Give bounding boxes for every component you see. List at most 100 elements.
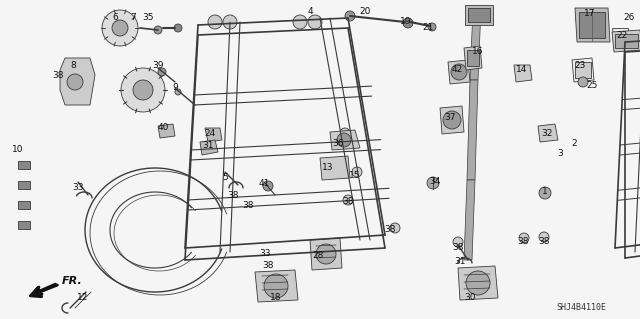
Text: 35: 35 — [142, 13, 154, 23]
Text: 42: 42 — [451, 65, 463, 75]
Text: 18: 18 — [270, 293, 282, 302]
Circle shape — [343, 195, 353, 205]
Polygon shape — [514, 65, 532, 82]
Text: 14: 14 — [516, 65, 528, 75]
Text: 37: 37 — [444, 114, 456, 122]
Text: SHJ4B4110E: SHJ4B4110E — [556, 302, 606, 311]
Circle shape — [175, 89, 181, 95]
Text: 22: 22 — [616, 31, 628, 40]
Polygon shape — [205, 128, 222, 142]
Text: 38: 38 — [52, 70, 64, 79]
Polygon shape — [18, 221, 30, 229]
Polygon shape — [464, 46, 482, 70]
Circle shape — [451, 64, 467, 80]
Polygon shape — [310, 238, 342, 270]
Bar — [579, 12, 605, 38]
Circle shape — [403, 18, 413, 28]
Text: 12: 12 — [77, 293, 89, 301]
Circle shape — [340, 128, 350, 138]
Text: 38: 38 — [227, 191, 239, 201]
Circle shape — [133, 80, 153, 100]
Circle shape — [112, 20, 128, 36]
Text: 34: 34 — [429, 177, 441, 187]
Text: 5: 5 — [222, 174, 228, 182]
Bar — [615, 34, 638, 48]
Polygon shape — [200, 140, 218, 155]
Text: 1: 1 — [542, 188, 548, 197]
Circle shape — [223, 15, 237, 29]
Polygon shape — [470, 8, 481, 80]
Text: 39: 39 — [152, 61, 164, 70]
Circle shape — [453, 237, 463, 247]
Circle shape — [352, 167, 362, 177]
Polygon shape — [18, 181, 30, 189]
Text: 33: 33 — [72, 183, 84, 192]
Circle shape — [102, 10, 138, 46]
Text: 4: 4 — [307, 8, 313, 17]
Text: 38: 38 — [342, 197, 354, 206]
Polygon shape — [320, 156, 350, 180]
Text: 33: 33 — [259, 249, 271, 257]
Circle shape — [67, 74, 83, 90]
Polygon shape — [60, 58, 95, 105]
Text: 38: 38 — [243, 202, 253, 211]
Text: 38: 38 — [517, 238, 529, 247]
Circle shape — [154, 26, 162, 34]
Text: 25: 25 — [586, 81, 598, 91]
Text: FR.: FR. — [62, 276, 83, 286]
Text: 7: 7 — [130, 13, 136, 23]
Text: 30: 30 — [464, 293, 476, 302]
Circle shape — [337, 133, 351, 147]
Text: 40: 40 — [157, 123, 169, 132]
Text: 10: 10 — [12, 145, 24, 154]
Polygon shape — [448, 60, 470, 84]
Text: 17: 17 — [584, 9, 596, 18]
Text: 28: 28 — [312, 251, 324, 261]
Circle shape — [539, 187, 551, 199]
Circle shape — [390, 223, 400, 233]
Text: 24: 24 — [204, 129, 216, 137]
Bar — [575, 62, 591, 78]
Text: 6: 6 — [112, 13, 118, 23]
Circle shape — [316, 244, 336, 264]
Circle shape — [539, 232, 549, 242]
Bar — [465, 5, 493, 25]
Text: 23: 23 — [574, 61, 586, 70]
Polygon shape — [612, 30, 640, 52]
Text: 20: 20 — [359, 8, 371, 17]
Polygon shape — [255, 270, 298, 302]
Polygon shape — [330, 130, 360, 150]
Circle shape — [443, 111, 461, 129]
Polygon shape — [464, 180, 475, 260]
Text: 3: 3 — [557, 149, 563, 158]
Text: 38: 38 — [538, 238, 550, 247]
Text: 8: 8 — [70, 61, 76, 70]
Circle shape — [519, 233, 529, 243]
Polygon shape — [18, 161, 30, 169]
Text: 38: 38 — [384, 226, 396, 234]
Polygon shape — [572, 58, 594, 82]
Circle shape — [578, 77, 588, 87]
Polygon shape — [458, 266, 498, 300]
Circle shape — [263, 181, 273, 191]
Text: 16: 16 — [472, 48, 484, 56]
Text: 15: 15 — [349, 170, 361, 180]
Polygon shape — [538, 124, 558, 142]
Text: 36: 36 — [332, 138, 344, 147]
Circle shape — [208, 15, 222, 29]
Text: 19: 19 — [400, 18, 412, 26]
Text: 32: 32 — [541, 129, 553, 137]
Circle shape — [121, 68, 165, 112]
Text: 38: 38 — [452, 243, 464, 253]
Text: 38: 38 — [262, 262, 274, 271]
Polygon shape — [467, 80, 478, 180]
Polygon shape — [612, 28, 628, 40]
Text: 41: 41 — [259, 179, 269, 188]
Circle shape — [174, 24, 182, 32]
Polygon shape — [158, 124, 175, 138]
Circle shape — [158, 68, 166, 76]
Text: 13: 13 — [323, 164, 333, 173]
Bar — [468, 8, 490, 22]
Polygon shape — [18, 201, 30, 209]
Circle shape — [427, 177, 439, 189]
